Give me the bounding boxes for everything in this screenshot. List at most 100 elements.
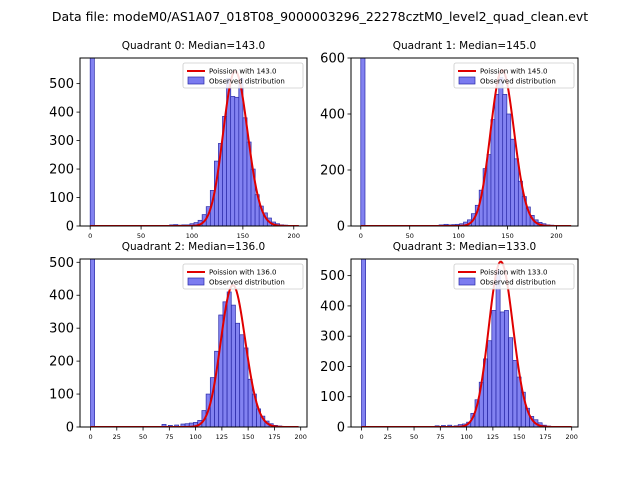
- poisson-curve-line: [90, 284, 299, 427]
- figure-suptitle: Data file: modeM0/AS1A07_018T08_90000032…: [51, 9, 589, 24]
- legend-curve-label: Poission with 133.0: [480, 269, 548, 277]
- legend-box: [453, 263, 575, 290]
- y-tick-label: 200: [320, 164, 345, 179]
- poisson-curve-line: [361, 260, 572, 427]
- legend-box: [453, 62, 575, 89]
- y-tick-label: 0: [66, 421, 74, 436]
- y-tick-label: 200: [49, 355, 74, 370]
- x-tick-label: 150: [501, 232, 513, 240]
- histogram-bar: [230, 304, 236, 427]
- axes-frame: [350, 258, 579, 428]
- legend-hist-label: Observed distribution: [209, 78, 285, 86]
- histogram-bar: [247, 378, 253, 427]
- x-tick-label: 25: [384, 433, 392, 441]
- x-tick-label: 200: [294, 433, 306, 441]
- x-tick-label: 175: [539, 433, 551, 441]
- x-tick-label: 50: [137, 232, 145, 240]
- y-tick-label: 200: [49, 163, 74, 178]
- legend-curve-label: Poission with 136.0: [209, 269, 277, 277]
- histogram-bar: [504, 310, 509, 427]
- legend-hist-label: Observed distribution: [480, 78, 556, 86]
- x-tick-label: 0: [359, 433, 363, 441]
- histogram-bar: [226, 291, 232, 427]
- x-tick-label: 50: [406, 232, 414, 240]
- x-tick-label: 50: [410, 433, 418, 441]
- histogram-bar: [235, 322, 240, 427]
- histogram-bar: [89, 58, 95, 226]
- x-tick-label: 100: [452, 232, 464, 240]
- legend-hist-swatch: [187, 277, 205, 286]
- axes-frame: [79, 258, 308, 428]
- y-tick-label: 400: [49, 106, 74, 121]
- x-tick-label: 75: [436, 433, 444, 441]
- x-tick-label: 150: [237, 232, 249, 240]
- y-tick-label: 300: [320, 330, 345, 345]
- x-tick-label: 175: [268, 433, 280, 441]
- histogram-bar: [161, 424, 167, 427]
- y-tick-label: 500: [49, 77, 74, 92]
- legend: Poission with 145.0 Observed distribution: [453, 62, 575, 89]
- legend-box: [182, 62, 304, 89]
- plot-area: [360, 58, 572, 226]
- x-tick-label: 200: [288, 232, 300, 240]
- x-tick-label: 125: [216, 433, 228, 441]
- y-tick-label: 500: [320, 269, 345, 284]
- legend-box: [182, 263, 304, 290]
- y-tick-label: 600: [320, 52, 345, 67]
- histogram-bar: [495, 269, 501, 427]
- histogram-bar: [230, 96, 236, 226]
- x-tick-label: 50: [139, 433, 147, 441]
- panel-title: Quadrant 3: Median=133.0: [393, 241, 536, 253]
- legend-hist-swatch: [458, 76, 476, 85]
- x-tick-label: 150: [513, 433, 525, 441]
- x-tick-label: 150: [242, 433, 254, 441]
- histogram-bar: [361, 259, 366, 427]
- quadrant-2-panel: 0 25 50 75 100 125 150 175 200 0 100 200 300 400 500 Qu…: [49, 241, 308, 441]
- y-tick-label: 300: [49, 134, 74, 149]
- x-tick-label: 25: [113, 433, 121, 441]
- legend: Poission with 143.0 Observed distribution: [182, 62, 304, 89]
- x-tick-label: 0: [88, 232, 92, 240]
- y-tick-label: 400: [320, 299, 345, 314]
- axes-frame: [350, 57, 579, 227]
- quadrant-1-panel: 0 50 100 150 200 0 200 400 600 Quadrant 1: Median…: [320, 40, 579, 240]
- histogram-bar: [90, 259, 95, 427]
- histogram-bar: [234, 96, 240, 226]
- legend-hist-label: Observed distribution: [209, 279, 285, 287]
- histogram-bar: [360, 58, 366, 226]
- quadrant-3-panel: 0 25 50 75 100 125 150 175 200 0 100 200 300 400 500 Qu…: [320, 241, 579, 441]
- poisson-curve-line: [360, 69, 572, 226]
- histogram-bar: [239, 334, 245, 427]
- legend: Poission with 133.0 Observed distribution: [453, 263, 575, 290]
- y-tick-label: 0: [66, 220, 74, 235]
- axes-frame: [79, 57, 308, 227]
- y-tick-label: 200: [320, 360, 345, 375]
- histogram-bar: [512, 360, 518, 427]
- legend-curve-label: Poission with 145.0: [480, 68, 548, 76]
- x-tick-label: 75: [165, 433, 173, 441]
- panel-title: Quadrant 1: Median=145.0: [393, 40, 536, 52]
- x-tick-label: 125: [487, 433, 499, 441]
- legend: Poission with 136.0 Observed distribution: [182, 263, 304, 290]
- y-tick-label: 100: [49, 191, 74, 206]
- legend-hist-swatch: [187, 76, 205, 85]
- legend-curve-label: Poission with 143.0: [209, 68, 277, 76]
- x-tick-label: 0: [88, 433, 92, 441]
- y-tick-label: 100: [49, 388, 74, 403]
- x-tick-label: 200: [565, 433, 577, 441]
- legend-hist-swatch: [458, 277, 476, 286]
- histogram-bar: [487, 340, 493, 427]
- y-tick-label: 500: [49, 256, 74, 271]
- x-tick-label: 100: [460, 433, 472, 441]
- y-tick-label: 0: [337, 421, 345, 436]
- x-tick-label: 0: [359, 232, 363, 240]
- histogram-bar: [508, 337, 514, 427]
- y-tick-label: 400: [49, 289, 74, 304]
- y-tick-label: 0: [337, 220, 345, 235]
- quadrant-0-panel: 0 50 100 150 200 0 100 200 300 400 500 Quadrant 0: …: [49, 40, 308, 240]
- histogram-bar: [242, 117, 248, 226]
- x-tick-label: 100: [186, 232, 198, 240]
- histogram-bar: [499, 311, 505, 427]
- plot-area: [89, 58, 299, 226]
